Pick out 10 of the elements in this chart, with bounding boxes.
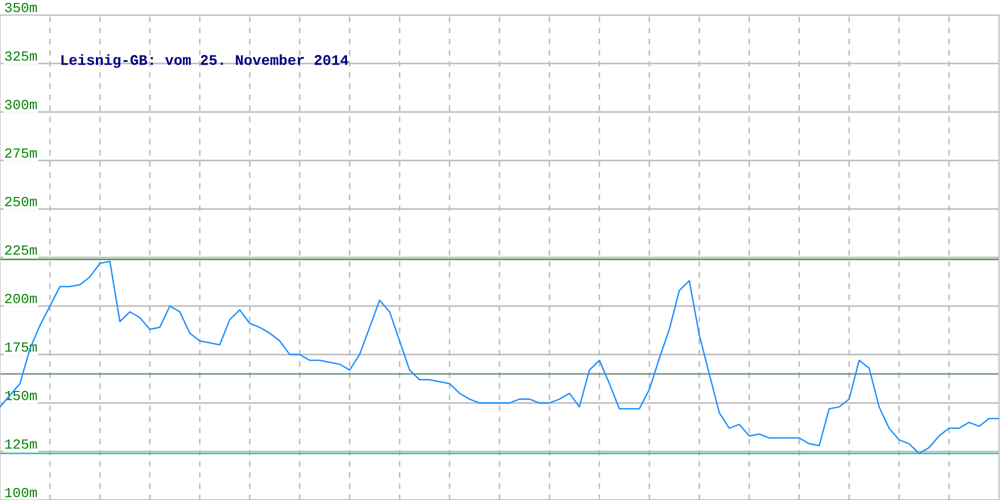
y-tick-label: 250m: [5, 196, 37, 206]
y-tick-label: 300m: [5, 100, 37, 110]
text: Leisnig-GB: vom 25. November 2014: [61, 54, 348, 68]
y-tick-label: 100m: [5, 488, 37, 498]
y-tick-label: 200m: [5, 294, 37, 304]
y-tick-label: 325m: [5, 51, 37, 61]
y-tick-label: 350m: [5, 2, 37, 12]
y-tick-label: 125m: [5, 439, 37, 449]
y-tick-label: 275m: [5, 148, 37, 158]
y-tick-label: 225m: [5, 245, 37, 255]
